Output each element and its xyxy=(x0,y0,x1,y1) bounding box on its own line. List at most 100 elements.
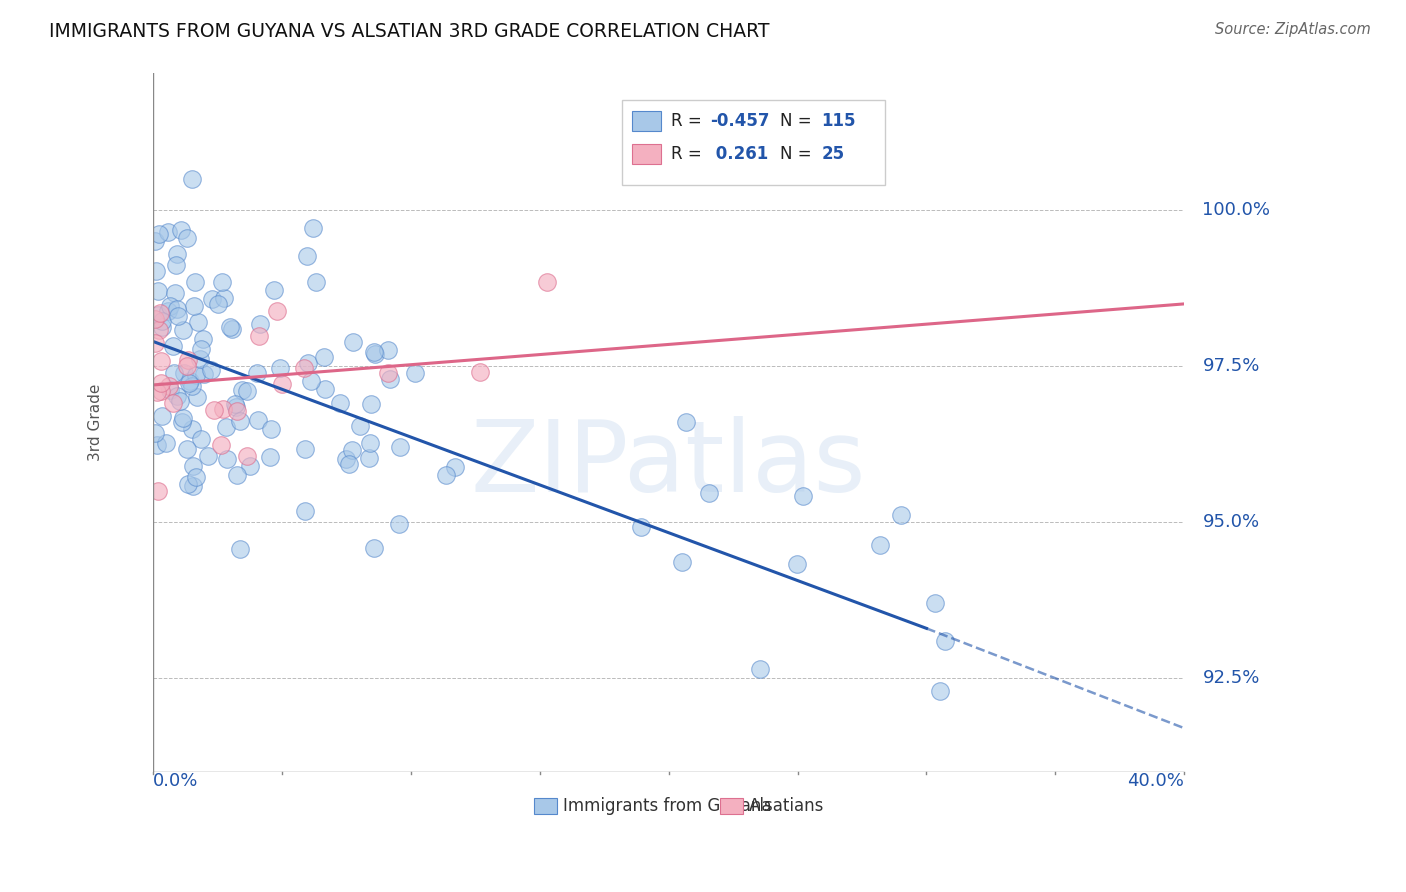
Point xyxy=(150,409,173,423)
Point xyxy=(211,401,233,416)
Point xyxy=(148,227,170,241)
Point xyxy=(187,315,209,329)
Point xyxy=(224,397,246,411)
Text: ZIPatlas: ZIPatlas xyxy=(471,416,866,513)
Point xyxy=(149,306,172,320)
Point xyxy=(180,172,202,186)
Point xyxy=(270,377,292,392)
Point xyxy=(148,323,170,337)
Point xyxy=(349,418,371,433)
Point xyxy=(266,304,288,318)
Point xyxy=(169,394,191,409)
Point xyxy=(249,329,271,343)
Point xyxy=(146,284,169,298)
Point xyxy=(176,231,198,245)
Point xyxy=(162,396,184,410)
Text: 0.0%: 0.0% xyxy=(153,772,198,790)
Point xyxy=(159,299,181,313)
Point xyxy=(146,484,169,499)
Point xyxy=(215,452,238,467)
Point xyxy=(209,438,232,452)
Text: R =: R = xyxy=(671,145,707,163)
Point xyxy=(172,410,194,425)
Point xyxy=(305,275,328,289)
Point xyxy=(155,436,177,450)
Point xyxy=(329,396,352,410)
Point xyxy=(150,384,173,399)
Point xyxy=(163,285,186,300)
Point xyxy=(162,366,184,380)
Text: N =: N = xyxy=(780,112,817,130)
Bar xyxy=(534,798,557,814)
Point xyxy=(143,234,166,248)
Point xyxy=(173,366,195,380)
Point xyxy=(157,303,180,318)
Point xyxy=(259,450,281,464)
Point xyxy=(181,378,204,392)
Point xyxy=(786,557,808,571)
Point xyxy=(246,413,269,427)
Text: Source: ZipAtlas.com: Source: ZipAtlas.com xyxy=(1215,22,1371,37)
Point xyxy=(239,458,262,473)
Point xyxy=(159,383,181,397)
Point xyxy=(436,467,458,482)
Point xyxy=(150,319,173,334)
Point xyxy=(342,335,364,350)
Bar xyxy=(621,100,886,185)
Point xyxy=(179,374,201,388)
Point xyxy=(225,400,247,414)
Point xyxy=(167,309,190,323)
Text: 100.0%: 100.0% xyxy=(1202,202,1271,219)
Point xyxy=(269,361,291,376)
Text: Immigrants from Guyana: Immigrants from Guyana xyxy=(564,797,772,815)
Point xyxy=(211,275,233,289)
Point xyxy=(697,486,720,500)
Point xyxy=(404,366,426,380)
Point xyxy=(792,489,814,503)
Point xyxy=(388,440,411,454)
Point xyxy=(150,314,173,328)
Text: R =: R = xyxy=(671,112,707,130)
Point xyxy=(202,402,225,417)
Text: 3rd Grade: 3rd Grade xyxy=(89,384,104,461)
Point xyxy=(263,283,285,297)
Point xyxy=(183,479,205,493)
Point xyxy=(146,385,169,400)
Bar xyxy=(720,798,742,814)
Point xyxy=(380,372,402,386)
Bar xyxy=(633,112,661,131)
Point xyxy=(934,634,956,648)
Point xyxy=(468,365,491,379)
Point xyxy=(444,459,467,474)
Point xyxy=(297,356,319,370)
Point xyxy=(226,404,249,418)
Point xyxy=(165,258,187,272)
Point xyxy=(166,389,188,403)
Point xyxy=(748,662,770,676)
Point xyxy=(176,359,198,374)
Point xyxy=(249,317,271,331)
Point xyxy=(314,382,336,396)
Point xyxy=(890,508,912,522)
Point xyxy=(357,451,380,466)
Point xyxy=(166,301,188,316)
Text: 95.0%: 95.0% xyxy=(1202,513,1260,532)
Point xyxy=(186,390,208,404)
Point xyxy=(294,442,316,457)
Point xyxy=(671,555,693,569)
Point xyxy=(177,476,200,491)
Bar xyxy=(633,145,661,164)
Point xyxy=(363,541,385,556)
Point xyxy=(294,504,316,518)
Point xyxy=(143,336,166,351)
Point xyxy=(149,354,172,368)
Point xyxy=(181,458,204,473)
Point xyxy=(337,457,360,471)
Point xyxy=(143,425,166,440)
Point xyxy=(360,397,382,411)
Point xyxy=(231,384,253,398)
Point xyxy=(183,299,205,313)
Point xyxy=(146,308,169,322)
Point xyxy=(207,297,229,311)
Text: 92.5%: 92.5% xyxy=(1202,669,1260,688)
